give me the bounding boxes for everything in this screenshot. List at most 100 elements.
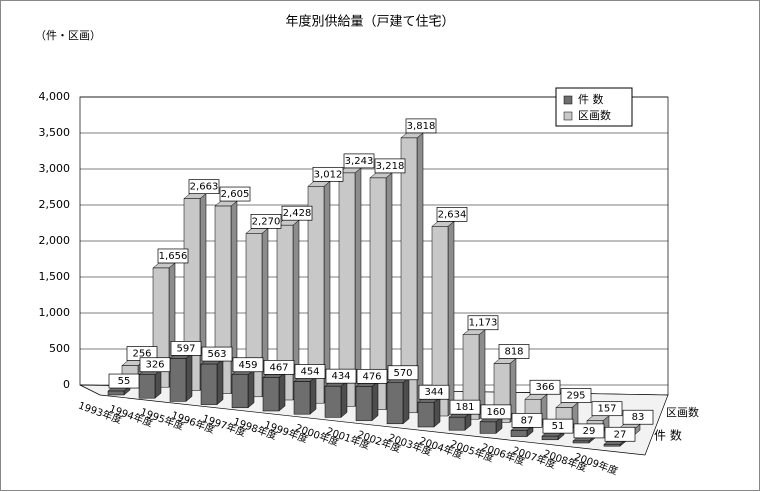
bar-front	[107, 390, 125, 396]
y-unit: （件・区画）	[35, 29, 101, 42]
bar	[324, 380, 348, 418]
value-label: 2,634	[436, 207, 468, 222]
value-label: 87	[511, 412, 543, 428]
row-label: 区画数	[666, 406, 699, 419]
bar	[245, 227, 269, 398]
value-label-text: 597	[176, 343, 195, 354]
value-label: 157	[591, 401, 623, 417]
value-label-text: 51	[552, 421, 565, 432]
value-label: 1,173	[467, 315, 499, 331]
value-label-text: 27	[614, 429, 627, 440]
value-label-text: 467	[269, 362, 288, 373]
value-label-box	[356, 368, 388, 384]
bar-front	[448, 416, 466, 431]
legend: 件 数 区画数	[555, 87, 633, 127]
y-tick-label: 1,000	[39, 306, 71, 319]
y-tick-label: 0	[63, 378, 70, 391]
value-label: 366	[529, 379, 561, 395]
value-label-text: 434	[331, 371, 350, 382]
chart-title: 年度別供給量（戸建て住宅）	[285, 14, 454, 30]
y-tick-label: 3,000	[39, 162, 71, 175]
value-label-text: 476	[362, 371, 381, 382]
value-label-text: 563	[207, 349, 226, 360]
value-label: 818	[498, 344, 530, 359]
value-label: 344	[418, 384, 450, 400]
value-label-text: 87	[521, 415, 534, 426]
value-label-text: 366	[535, 382, 554, 393]
value-label-box	[622, 409, 654, 425]
value-label: 3,012	[312, 166, 344, 182]
y-tick-label: 1,500	[39, 270, 71, 283]
y-tick-label: 2,000	[39, 234, 71, 247]
value-label-text: 2,634	[438, 209, 467, 220]
value-label: 570	[387, 365, 419, 381]
value-label-box	[250, 214, 282, 229]
bar-front	[479, 421, 497, 434]
bar	[293, 375, 317, 415]
bar-front	[169, 358, 187, 402]
value-label-box	[157, 248, 189, 264]
value-label-text: 459	[238, 360, 257, 371]
value-label: 160	[480, 404, 512, 420]
bar-front	[231, 374, 249, 409]
value-label-box	[511, 412, 543, 428]
value-label: 3,818	[405, 118, 437, 134]
value-label-box	[529, 379, 561, 395]
bar-front	[293, 381, 311, 415]
value-label: 27	[604, 426, 636, 442]
value-label-text: 2,605	[221, 189, 250, 200]
value-label: 454	[294, 364, 326, 379]
value-label-box	[219, 186, 251, 202]
value-label-text: 3,218	[376, 161, 405, 172]
value-label-box	[387, 365, 419, 381]
value-label-box	[343, 153, 375, 169]
bar-side	[216, 358, 224, 406]
value-label: 2,428	[281, 205, 313, 221]
legend-swatch	[563, 111, 573, 121]
value-label-text: 570	[393, 368, 412, 379]
value-label: 1,656	[157, 248, 189, 264]
value-label-text: 326	[145, 360, 164, 371]
value-label-box	[604, 426, 636, 442]
value-label: 55	[108, 373, 140, 389]
bar-front	[541, 435, 559, 441]
value-label: 2,663	[188, 179, 220, 195]
value-label-box	[139, 357, 171, 373]
bar-front	[572, 440, 590, 444]
bar-front	[262, 377, 280, 412]
bar	[479, 416, 503, 434]
value-label-box	[325, 368, 357, 384]
value-label-text: 818	[504, 347, 523, 358]
bar	[169, 352, 193, 402]
value-label-box	[312, 166, 344, 182]
value-label-text: 3,818	[407, 121, 436, 132]
bar-front	[510, 430, 528, 437]
bar-side	[185, 352, 193, 402]
value-label-text: 157	[597, 404, 616, 415]
value-label-box	[188, 179, 220, 195]
value-label: 563	[201, 346, 233, 362]
bars	[107, 132, 641, 447]
value-label: 181	[449, 399, 481, 415]
value-label-text: 344	[424, 387, 443, 398]
value-label: 83	[622, 409, 654, 425]
bar-side	[278, 371, 286, 412]
bar-front	[324, 385, 342, 418]
bar	[448, 411, 472, 431]
value-label-box	[480, 404, 512, 420]
value-label-box	[232, 357, 264, 373]
bar	[355, 380, 379, 422]
bar	[262, 371, 286, 412]
value-label: 29	[573, 423, 605, 439]
value-label-box	[436, 207, 468, 222]
value-label: 2,605	[219, 186, 251, 202]
value-label-box	[281, 205, 313, 221]
bar-front	[386, 382, 404, 425]
labels: 256 55 1,656 326 2,663 597 2,605 563 2,270 459 2,4…	[108, 118, 654, 442]
bar	[386, 377, 410, 425]
legend-swatch	[563, 95, 573, 105]
value-label: 467	[263, 360, 295, 375]
value-label-box	[498, 344, 530, 359]
value-label-text: 2,663	[190, 182, 219, 193]
